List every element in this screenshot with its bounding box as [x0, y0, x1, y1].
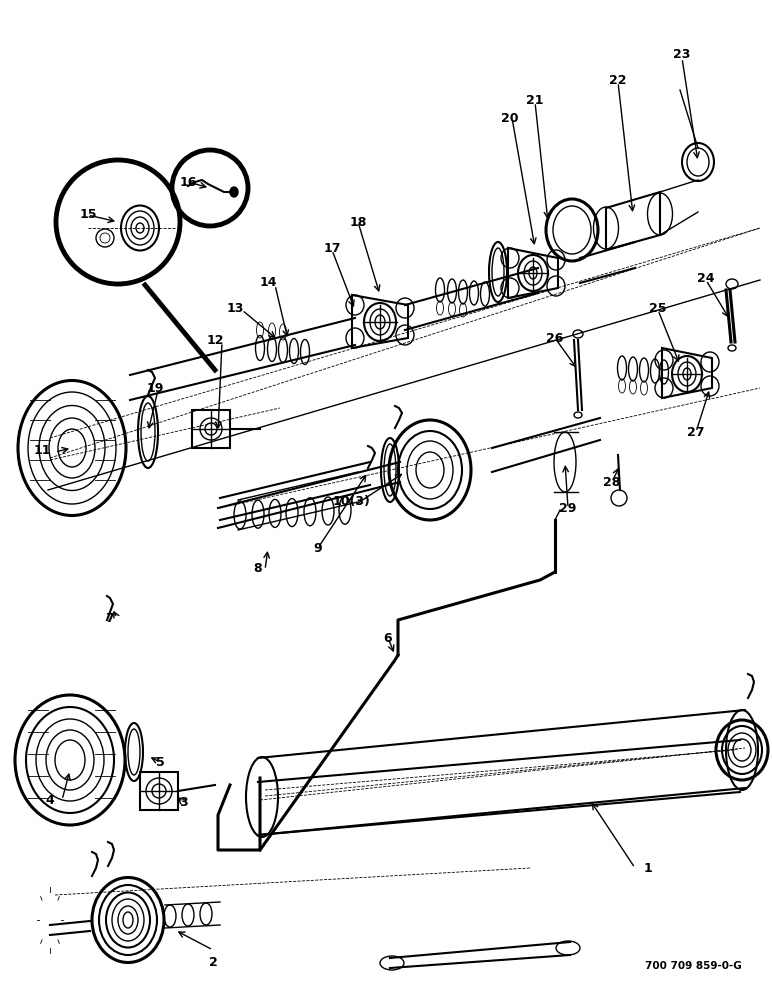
Text: 8: 8 [254, 562, 262, 574]
Text: 29: 29 [559, 502, 577, 514]
Text: 22: 22 [609, 74, 627, 87]
Text: 16: 16 [179, 176, 197, 188]
Text: 5: 5 [156, 756, 164, 768]
Text: 6: 6 [384, 632, 392, 645]
Text: 20: 20 [501, 111, 519, 124]
Text: 24: 24 [697, 271, 715, 284]
Text: 15: 15 [80, 209, 96, 222]
Text: 27: 27 [687, 426, 705, 438]
Text: 17: 17 [323, 241, 340, 254]
Text: 11: 11 [33, 444, 51, 456]
Text: 7: 7 [106, 611, 114, 624]
Text: 26: 26 [547, 332, 564, 344]
Text: 4: 4 [46, 794, 54, 806]
Text: 2: 2 [208, 956, 218, 968]
Text: 14: 14 [259, 275, 276, 288]
Text: 12: 12 [206, 334, 224, 347]
Ellipse shape [230, 187, 238, 197]
Text: 19: 19 [147, 381, 164, 394]
Text: 21: 21 [527, 94, 543, 106]
Text: 1: 1 [644, 861, 652, 874]
Text: 25: 25 [649, 302, 667, 314]
Text: 9: 9 [313, 542, 323, 554]
Text: 23: 23 [673, 48, 691, 62]
Text: 3: 3 [178, 796, 188, 808]
Text: 700 709 859-0-G: 700 709 859-0-G [645, 961, 741, 971]
Text: 10(3): 10(3) [333, 495, 371, 508]
Text: 13: 13 [226, 302, 244, 314]
Text: 28: 28 [603, 476, 621, 488]
Text: 18: 18 [349, 216, 367, 229]
